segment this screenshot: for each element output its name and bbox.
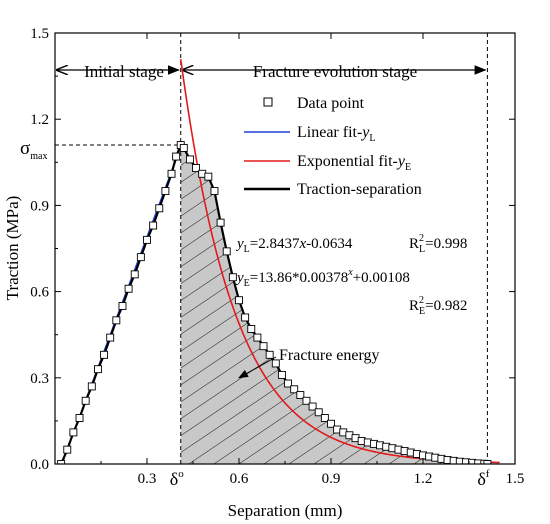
y-tick-label-2: 0.6 bbox=[30, 285, 49, 301]
x-axis-label: Separation (mm) bbox=[228, 501, 343, 520]
data-point-25 bbox=[204, 172, 213, 181]
legend-exponential-label: Exponential fit-yE bbox=[297, 153, 411, 173]
data-point-5 bbox=[87, 382, 96, 391]
x-tick-label-3: 1.2 bbox=[414, 471, 433, 487]
data-point-26 bbox=[210, 187, 219, 195]
data-point-31 bbox=[241, 313, 250, 322]
data-point-43 bbox=[314, 408, 323, 417]
data-point-7 bbox=[100, 350, 109, 359]
data-point-34 bbox=[259, 342, 268, 351]
data-point-13 bbox=[136, 253, 145, 262]
exponential-equation: yE=13.86*0.00378x+0.00108 bbox=[235, 267, 410, 289]
data-point-12 bbox=[130, 270, 139, 279]
data-point-2 bbox=[69, 428, 78, 437]
data-point-8 bbox=[106, 333, 115, 342]
y-tick-label-1: 0.3 bbox=[30, 371, 49, 387]
data-point-21 bbox=[179, 143, 188, 152]
data-point-0 bbox=[57, 460, 66, 464]
data-point-4 bbox=[81, 396, 90, 405]
y-tick-label-3: 0.9 bbox=[30, 198, 49, 214]
data-point-14 bbox=[143, 235, 151, 244]
data-point-30 bbox=[235, 296, 243, 305]
data-point-28 bbox=[222, 247, 231, 256]
data-point-40 bbox=[296, 391, 305, 399]
data-point-29 bbox=[228, 273, 237, 282]
data-point-45 bbox=[327, 419, 335, 428]
y-tick-label-5: 1.5 bbox=[30, 26, 49, 42]
x-tick-label-2: 0.9 bbox=[322, 471, 341, 487]
legend-linear-label: Linear fit-yL bbox=[297, 124, 376, 144]
data-point-17 bbox=[161, 187, 170, 195]
stage-label-initial: Initial stage bbox=[84, 62, 164, 81]
exponential-r2: R2 E=0.982 bbox=[409, 295, 467, 317]
data-point-39 bbox=[290, 385, 299, 394]
data-point-11 bbox=[124, 284, 133, 293]
y-tick-label-4: 1.2 bbox=[30, 112, 49, 128]
data-point-1 bbox=[63, 445, 72, 454]
fracture-energy-label: Fracture energy bbox=[279, 347, 380, 364]
data-point-9 bbox=[112, 316, 121, 325]
data-point-22 bbox=[185, 155, 194, 164]
data-point-32 bbox=[247, 325, 256, 333]
fracture-energy-arrow bbox=[238, 356, 277, 379]
data-point-3 bbox=[75, 414, 84, 422]
stage-label-fracture: Fracture evolution stage bbox=[253, 62, 417, 81]
y-tick-label-0: 0.0 bbox=[30, 457, 49, 473]
data-point-18 bbox=[167, 169, 176, 178]
x-special-tick-label-0: δo bbox=[170, 468, 184, 489]
data-point-35 bbox=[265, 350, 274, 359]
data-point-42 bbox=[308, 402, 317, 411]
data-point-10 bbox=[118, 302, 127, 310]
data-point-44 bbox=[320, 414, 329, 422]
data-point-27 bbox=[216, 218, 225, 227]
legend: Data point Linear fit-yL Exponential fit… bbox=[244, 95, 422, 198]
sigma-max-label: σmax bbox=[20, 138, 47, 162]
data-point-38 bbox=[284, 379, 293, 388]
x-tick-label-0: 0.3 bbox=[138, 471, 157, 487]
x-tick-label-4: 1.5 bbox=[506, 471, 525, 487]
data-point-37 bbox=[277, 370, 286, 379]
data-point-19 bbox=[172, 152, 181, 161]
legend-data-point-marker bbox=[263, 97, 273, 107]
legend-data-point-label: Data point bbox=[297, 95, 365, 112]
data-point-16 bbox=[155, 204, 164, 213]
data-point-36 bbox=[271, 359, 280, 368]
data-point-33 bbox=[253, 333, 262, 342]
linear-r2: R2 L=0.998 bbox=[409, 233, 467, 255]
data-point-15 bbox=[149, 221, 158, 230]
legend-ts-label: Traction-separation bbox=[297, 181, 422, 198]
x-special-tick-label-1: δf bbox=[477, 468, 489, 489]
y-axis-label: Traction (MPa) bbox=[3, 196, 22, 301]
data-point-6 bbox=[93, 365, 102, 374]
data-point-23 bbox=[192, 164, 201, 172]
data-point-41 bbox=[302, 396, 311, 405]
fracture-energy-area bbox=[180, 145, 488, 464]
linear-equation: yL=2.8437x-0.0634 bbox=[235, 236, 353, 255]
x-tick-label-1: 0.6 bbox=[230, 471, 249, 487]
data-point-71 bbox=[483, 460, 492, 464]
